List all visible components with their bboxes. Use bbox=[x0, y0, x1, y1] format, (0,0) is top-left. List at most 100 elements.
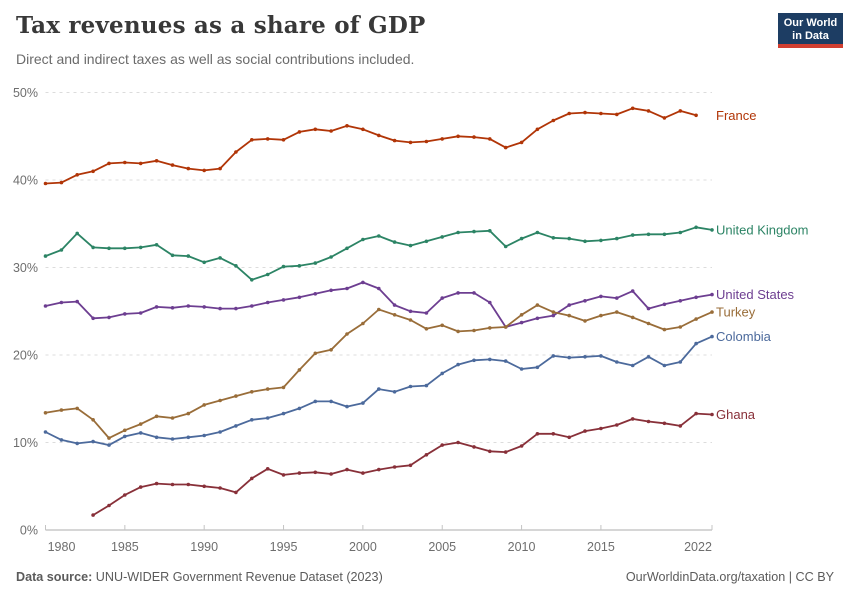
data-point-united-states[interactable] bbox=[615, 296, 619, 300]
data-point-united-states[interactable] bbox=[123, 312, 127, 316]
data-point-turkey[interactable] bbox=[456, 329, 460, 334]
data-point-united-kingdom[interactable] bbox=[424, 239, 429, 244]
data-point-turkey[interactable] bbox=[361, 321, 365, 326]
series-label-united-kingdom[interactable]: United Kingdom bbox=[716, 222, 809, 237]
data-point-france[interactable] bbox=[361, 127, 365, 132]
data-point-turkey[interactable] bbox=[519, 313, 524, 317]
data-point-united-kingdom[interactable] bbox=[345, 246, 349, 251]
data-point-ghana[interactable] bbox=[535, 432, 540, 436]
data-point-united-states[interactable] bbox=[154, 305, 159, 309]
data-point-france[interactable] bbox=[313, 127, 318, 132]
data-point-colombia[interactable] bbox=[710, 334, 714, 339]
data-point-turkey[interactable] bbox=[43, 411, 48, 415]
data-point-united-kingdom[interactable] bbox=[361, 237, 365, 242]
data-point-united-states[interactable] bbox=[710, 292, 714, 297]
data-point-ghana[interactable] bbox=[281, 473, 286, 477]
data-point-colombia[interactable] bbox=[154, 435, 159, 440]
data-point-united-states[interactable] bbox=[170, 306, 175, 310]
data-point-colombia[interactable] bbox=[456, 362, 460, 367]
data-point-france[interactable] bbox=[202, 168, 206, 173]
data-point-france[interactable] bbox=[503, 145, 508, 150]
data-point-united-kingdom[interactable] bbox=[678, 230, 683, 235]
data-point-ghana[interactable] bbox=[472, 445, 476, 449]
data-point-turkey[interactable] bbox=[646, 321, 651, 326]
data-point-united-kingdom[interactable] bbox=[615, 236, 619, 241]
data-point-united-kingdom[interactable] bbox=[456, 230, 460, 235]
series-label-ghana[interactable]: Ghana bbox=[716, 407, 756, 422]
data-point-colombia[interactable] bbox=[694, 341, 698, 346]
data-point-france[interactable] bbox=[329, 129, 333, 133]
data-point-turkey[interactable] bbox=[630, 315, 635, 320]
data-point-united-states[interactable] bbox=[630, 289, 635, 293]
data-point-ghana[interactable] bbox=[408, 463, 413, 468]
data-point-united-states[interactable] bbox=[75, 299, 79, 304]
data-point-colombia[interactable] bbox=[138, 431, 143, 435]
data-point-united-kingdom[interactable] bbox=[630, 233, 635, 237]
data-point-united-states[interactable] bbox=[535, 316, 540, 321]
data-point-united-kingdom[interactable] bbox=[599, 238, 603, 243]
data-point-france[interactable] bbox=[75, 173, 79, 177]
data-point-ghana[interactable] bbox=[265, 467, 270, 471]
data-point-france[interactable] bbox=[472, 135, 476, 139]
series-label-france[interactable]: France bbox=[716, 108, 756, 123]
data-point-united-states[interactable] bbox=[202, 305, 206, 309]
data-point-united-kingdom[interactable] bbox=[43, 254, 48, 258]
data-point-france[interactable] bbox=[662, 116, 667, 120]
data-point-colombia[interactable] bbox=[503, 359, 508, 363]
data-point-france[interactable] bbox=[154, 159, 159, 163]
data-point-ghana[interactable] bbox=[488, 449, 492, 454]
data-point-ghana[interactable] bbox=[503, 450, 508, 454]
data-point-france[interactable] bbox=[377, 133, 381, 138]
data-point-turkey[interactable] bbox=[313, 351, 318, 356]
data-point-france[interactable] bbox=[43, 181, 48, 186]
data-point-turkey[interactable] bbox=[297, 368, 302, 372]
data-point-turkey[interactable] bbox=[170, 416, 175, 420]
data-point-turkey[interactable] bbox=[694, 317, 698, 321]
data-point-colombia[interactable] bbox=[361, 401, 365, 405]
data-point-ghana[interactable] bbox=[202, 484, 206, 489]
data-point-france[interactable] bbox=[694, 113, 698, 118]
data-point-united-states[interactable] bbox=[392, 303, 397, 307]
data-point-turkey[interactable] bbox=[75, 406, 79, 411]
data-point-united-states[interactable] bbox=[186, 304, 191, 308]
data-point-united-states[interactable] bbox=[329, 288, 333, 293]
data-point-france[interactable] bbox=[281, 138, 286, 142]
data-point-united-kingdom[interactable] bbox=[281, 264, 286, 269]
data-point-france[interactable] bbox=[234, 150, 238, 154]
data-point-colombia[interactable] bbox=[75, 441, 79, 446]
data-point-united-states[interactable] bbox=[646, 306, 651, 311]
data-point-france[interactable] bbox=[186, 166, 191, 171]
data-point-united-kingdom[interactable] bbox=[91, 245, 95, 250]
data-point-colombia[interactable] bbox=[218, 430, 222, 434]
data-point-turkey[interactable] bbox=[583, 319, 587, 323]
data-point-turkey[interactable] bbox=[138, 422, 143, 426]
owid-logo[interactable]: Our World in Data bbox=[778, 13, 843, 48]
data-point-france[interactable] bbox=[392, 138, 397, 143]
data-point-united-states[interactable] bbox=[43, 304, 48, 308]
data-point-colombia[interactable] bbox=[297, 406, 302, 411]
data-point-united-kingdom[interactable] bbox=[75, 231, 79, 236]
data-point-united-states[interactable] bbox=[551, 313, 556, 318]
data-point-united-kingdom[interactable] bbox=[297, 264, 302, 268]
data-point-colombia[interactable] bbox=[123, 434, 127, 439]
data-point-united-kingdom[interactable] bbox=[519, 236, 524, 241]
data-point-united-kingdom[interactable] bbox=[377, 234, 381, 238]
data-point-turkey[interactable] bbox=[250, 390, 254, 394]
data-point-colombia[interactable] bbox=[678, 360, 683, 364]
data-point-turkey[interactable] bbox=[107, 436, 111, 440]
data-point-united-kingdom[interactable] bbox=[107, 246, 111, 251]
data-point-colombia[interactable] bbox=[234, 424, 238, 428]
data-point-colombia[interactable] bbox=[615, 360, 619, 364]
data-point-ghana[interactable] bbox=[567, 435, 571, 440]
data-point-turkey[interactable] bbox=[424, 327, 429, 331]
data-point-turkey[interactable] bbox=[615, 310, 619, 314]
data-point-turkey[interactable] bbox=[91, 418, 95, 422]
data-point-united-states[interactable] bbox=[265, 300, 270, 305]
data-point-ghana[interactable] bbox=[424, 453, 429, 457]
data-point-turkey[interactable] bbox=[281, 385, 286, 390]
data-point-france[interactable] bbox=[345, 124, 349, 128]
data-point-turkey[interactable] bbox=[59, 408, 64, 412]
data-point-united-states[interactable] bbox=[519, 320, 524, 325]
data-point-ghana[interactable] bbox=[551, 432, 556, 436]
data-point-ghana[interactable] bbox=[630, 417, 635, 421]
